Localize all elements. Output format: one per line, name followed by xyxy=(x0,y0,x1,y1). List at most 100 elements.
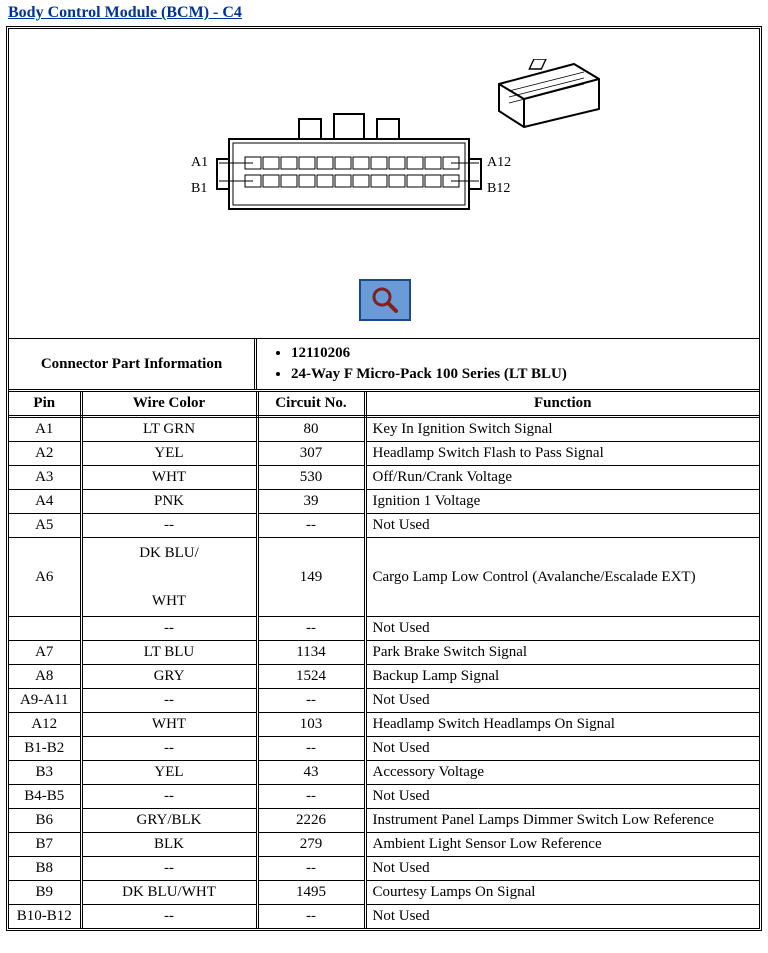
page-title: Body Control Module (BCM) - C4 xyxy=(4,4,764,22)
table-row: B4-B5----Not Used xyxy=(9,785,759,809)
cell-pin: A8 xyxy=(9,665,81,689)
cell-wire: -- xyxy=(81,514,257,538)
cell-circuit: -- xyxy=(257,737,365,761)
table-row: A7LT BLU1134Park Brake Switch Signal xyxy=(9,641,759,665)
cell-circuit: 149 xyxy=(257,538,365,617)
pinout-table: Pin Wire Color Circuit No. Function A1LT… xyxy=(9,392,759,928)
connector-info-content: 12110206 24-Way F Micro-Pack 100 Series … xyxy=(257,339,759,389)
table-row: A2YEL307Headlamp Switch Flash to Pass Si… xyxy=(9,442,759,466)
table-row: ----Not Used xyxy=(9,617,759,641)
cell-function: Headlamp Switch Headlamps On Signal xyxy=(365,713,759,737)
cell-pin: A7 xyxy=(9,641,81,665)
cell-circuit: 530 xyxy=(257,466,365,490)
cell-pin: B4-B5 xyxy=(9,785,81,809)
table-header-row: Pin Wire Color Circuit No. Function xyxy=(9,392,759,417)
cell-wire: DK BLU/WHT xyxy=(81,881,257,905)
header-circuit: Circuit No. xyxy=(257,392,365,417)
table-row: B8----Not Used xyxy=(9,857,759,881)
cell-wire: WHT xyxy=(81,466,257,490)
cell-function: Backup Lamp Signal xyxy=(365,665,759,689)
connector-diagram: A1 A12 B1 B12 xyxy=(9,29,759,339)
table-row: B7BLK279Ambient Light Sensor Low Referen… xyxy=(9,833,759,857)
cell-circuit: 103 xyxy=(257,713,365,737)
cell-circuit: 279 xyxy=(257,833,365,857)
cell-pin: A2 xyxy=(9,442,81,466)
header-pin: Pin xyxy=(9,392,81,417)
cell-function: Ambient Light Sensor Low Reference xyxy=(365,833,759,857)
cell-circuit: 1134 xyxy=(257,641,365,665)
cell-wire: -- xyxy=(81,857,257,881)
cell-wire: YEL xyxy=(81,761,257,785)
cell-function: Not Used xyxy=(365,905,759,929)
table-row: A1LT GRN80Key In Ignition Switch Signal xyxy=(9,417,759,442)
cell-circuit: 39 xyxy=(257,490,365,514)
cell-wire: BLK xyxy=(81,833,257,857)
cell-function: Off/Run/Crank Voltage xyxy=(365,466,759,490)
table-row: A4PNK39Ignition 1 Voltage xyxy=(9,490,759,514)
cell-circuit: -- xyxy=(257,785,365,809)
cell-pin: A3 xyxy=(9,466,81,490)
cell-wire: -- xyxy=(81,617,257,641)
cell-function: Not Used xyxy=(365,785,759,809)
cell-wire: WHT xyxy=(81,713,257,737)
pin-label-b12: B12 xyxy=(487,181,510,197)
cell-wire: -- xyxy=(81,785,257,809)
table-row: A9-A11----Not Used xyxy=(9,689,759,713)
connector-description: 24-Way F Micro-Pack 100 Series (LT BLU) xyxy=(291,364,751,385)
cell-circuit: 1524 xyxy=(257,665,365,689)
cell-wire: -- xyxy=(81,737,257,761)
cell-pin: B7 xyxy=(9,833,81,857)
table-row: A8GRY1524Backup Lamp Signal xyxy=(9,665,759,689)
pin-label-a12: A12 xyxy=(487,155,511,171)
connector-info-row: Connector Part Information 12110206 24-W… xyxy=(9,339,759,392)
cell-function: Courtesy Lamps On Signal xyxy=(365,881,759,905)
magnify-button[interactable] xyxy=(359,279,411,321)
cell-circuit: -- xyxy=(257,514,365,538)
cell-circuit: 2226 xyxy=(257,809,365,833)
cell-circuit: -- xyxy=(257,617,365,641)
cell-circuit: 1495 xyxy=(257,881,365,905)
cell-wire: LT BLU xyxy=(81,641,257,665)
cell-function: Headlamp Switch Flash to Pass Signal xyxy=(365,442,759,466)
table-row: B1-B2----Not Used xyxy=(9,737,759,761)
cell-pin: B10-B12 xyxy=(9,905,81,929)
cell-function: Instrument Panel Lamps Dimmer Switch Low… xyxy=(365,809,759,833)
table-row: A3WHT530Off/Run/Crank Voltage xyxy=(9,466,759,490)
pin-label-a1: A1 xyxy=(191,155,208,171)
cell-circuit: 307 xyxy=(257,442,365,466)
cell-pin xyxy=(9,617,81,641)
cell-function: Not Used xyxy=(365,617,759,641)
connector-face-view xyxy=(209,109,489,229)
table-row: A6DK BLU/WHT149Cargo Lamp Low Control (A… xyxy=(9,538,759,617)
cell-pin: B8 xyxy=(9,857,81,881)
cell-function: Key In Ignition Switch Signal xyxy=(365,417,759,442)
connector-isometric-view xyxy=(489,59,609,129)
cell-function: Not Used xyxy=(365,857,759,881)
header-function: Function xyxy=(365,392,759,417)
cell-pin: A12 xyxy=(9,713,81,737)
cell-function: Not Used xyxy=(365,689,759,713)
cell-wire: PNK xyxy=(81,490,257,514)
cell-circuit: 43 xyxy=(257,761,365,785)
cell-pin: B6 xyxy=(9,809,81,833)
cell-circuit: -- xyxy=(257,689,365,713)
table-row: B6GRY/BLK2226Instrument Panel Lamps Dimm… xyxy=(9,809,759,833)
cell-wire: DK BLU/WHT xyxy=(81,538,257,617)
cell-wire: -- xyxy=(81,905,257,929)
cell-circuit: -- xyxy=(257,857,365,881)
cell-function: Ignition 1 Voltage xyxy=(365,490,759,514)
header-wire: Wire Color xyxy=(81,392,257,417)
table-row: A12WHT103Headlamp Switch Headlamps On Si… xyxy=(9,713,759,737)
magnify-icon xyxy=(370,285,400,315)
cell-pin: A1 xyxy=(9,417,81,442)
cell-function: Accessory Voltage xyxy=(365,761,759,785)
cell-wire: LT GRN xyxy=(81,417,257,442)
table-row: B10-B12----Not Used xyxy=(9,905,759,929)
cell-pin: B9 xyxy=(9,881,81,905)
cell-function: Park Brake Switch Signal xyxy=(365,641,759,665)
cell-wire: GRY xyxy=(81,665,257,689)
table-row: B9DK BLU/WHT1495Courtesy Lamps On Signal xyxy=(9,881,759,905)
cell-circuit: -- xyxy=(257,905,365,929)
connector-document: A1 A12 B1 B12 xyxy=(6,26,762,931)
pin-label-b1: B1 xyxy=(191,181,207,197)
